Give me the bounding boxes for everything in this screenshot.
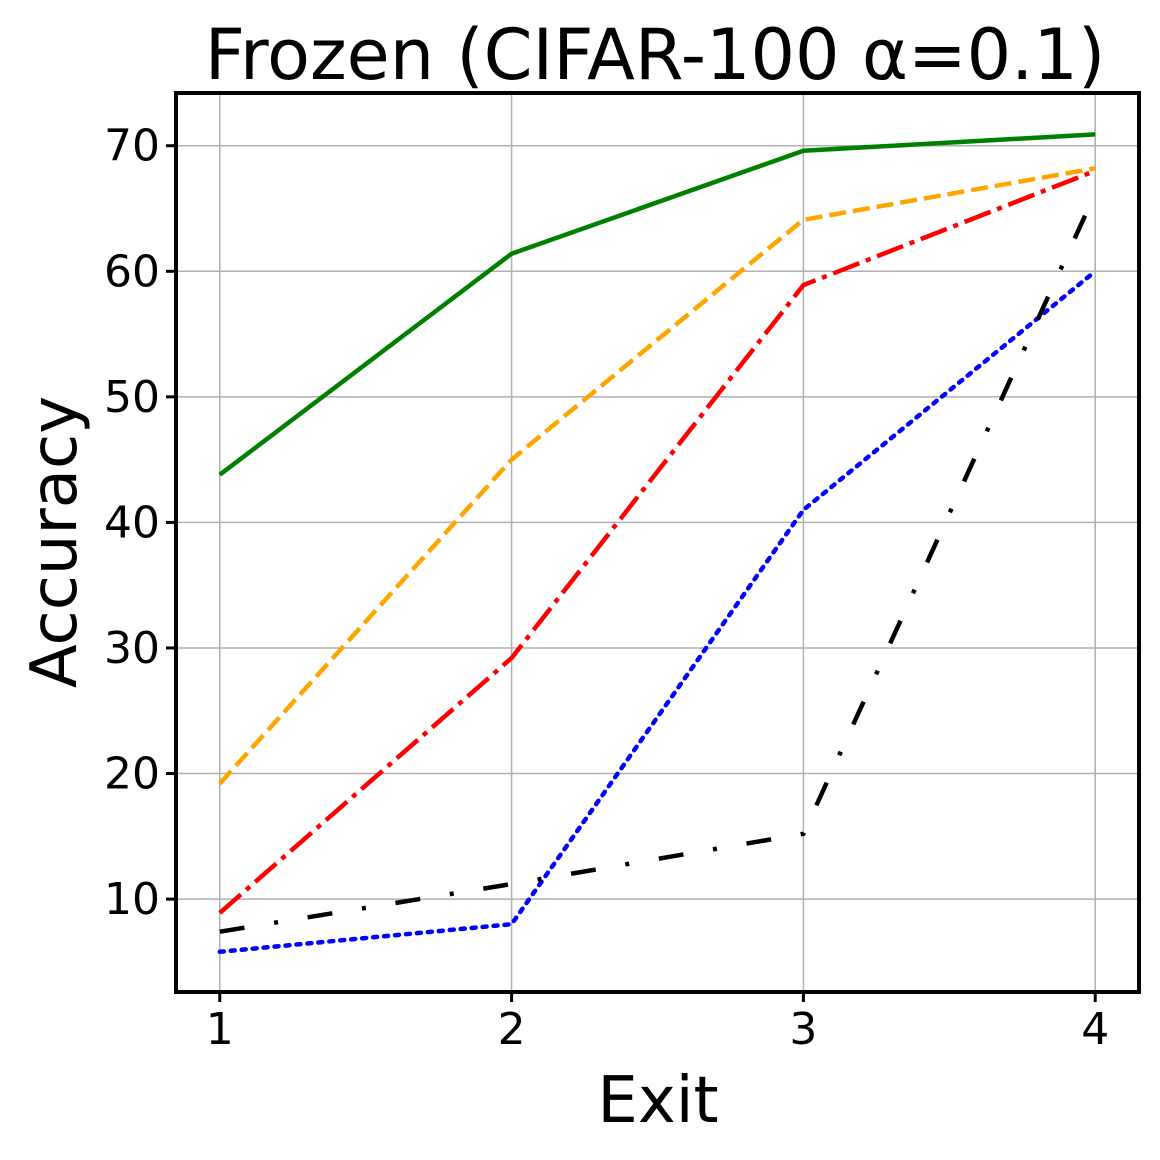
- x-tick-label: 3: [789, 1004, 817, 1055]
- y-tick-label: 40: [104, 497, 160, 548]
- x-tick-label: 1: [206, 1004, 234, 1055]
- y-tick-label: 60: [104, 246, 160, 297]
- plot-frame: [174, 91, 1141, 994]
- series-line-3: [218, 168, 1097, 915]
- x-tick-label: 2: [498, 1004, 526, 1055]
- y-tick-label: 30: [104, 623, 160, 674]
- y-tick-label: 50: [104, 372, 160, 423]
- y-tick-label: 20: [104, 749, 160, 800]
- x-axis-label: Exit: [597, 1064, 718, 1138]
- series-line-5: [219, 192, 1098, 934]
- plot-series: [217, 132, 1098, 955]
- x-tick-label: 4: [1081, 1004, 1109, 1055]
- series-line-4: [217, 269, 1098, 955]
- y-axis-label: Accuracy: [18, 396, 92, 688]
- y-tick-label: 70: [104, 121, 160, 172]
- series-line-1: [218, 132, 1096, 477]
- chart-title: Frozen (CIFAR-100 α=0.1): [205, 14, 1106, 96]
- y-tick-label: 10: [104, 874, 160, 925]
- series-line-2: [218, 166, 1096, 786]
- grid: [176, 93, 1139, 992]
- axis-ticks: 1 2 3 4 10 20 30 40 50 60 70: [104, 121, 1109, 1055]
